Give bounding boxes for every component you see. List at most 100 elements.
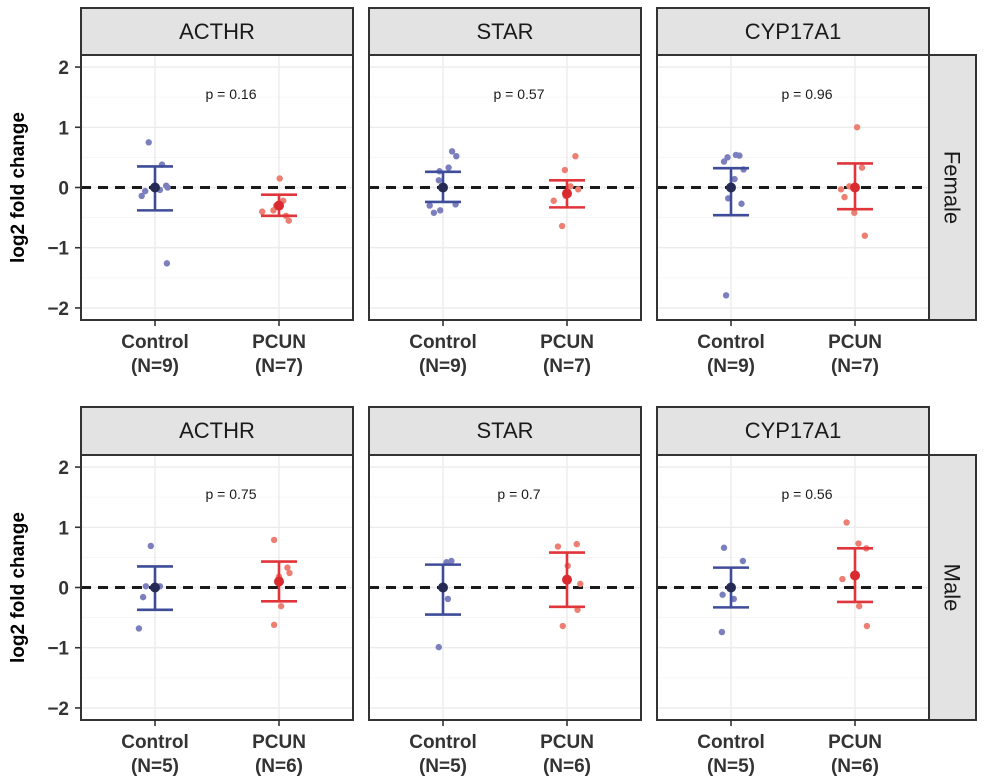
- panel-strip: [80, 406, 354, 456]
- control-data-point: [453, 152, 460, 160]
- row-strip-label: Female: [940, 151, 965, 224]
- pcun-data-point: [837, 186, 845, 193]
- panel-strip-label: STAR: [476, 19, 533, 44]
- control-data-point: [719, 591, 726, 598]
- pcun-data-point: [270, 621, 278, 629]
- panel-strip: [656, 406, 930, 456]
- x-tick-label-group: Control: [121, 732, 189, 753]
- y-tick-label: 2: [58, 58, 69, 79]
- pcun-data-point: [851, 209, 858, 216]
- pcun-data-point: [567, 183, 574, 190]
- control-data-point: [142, 187, 149, 195]
- pcun-data-point: [863, 622, 871, 630]
- control-data-point: [164, 184, 171, 191]
- p-value-label: p = 0.16: [206, 86, 257, 102]
- pcun-data-point: [276, 175, 283, 182]
- x-tick-label-count: (N=9): [131, 356, 179, 377]
- x-tick-label-count: (N=5): [707, 756, 755, 776]
- pcun-data-point: [577, 580, 584, 588]
- control-data-point: [718, 628, 726, 636]
- x-tick-label-count: (N=7): [831, 356, 879, 377]
- control-data-point: [739, 557, 747, 565]
- y-tick-label: 0: [58, 179, 69, 200]
- pcun-data-point: [572, 152, 579, 160]
- panel-female-cyp17a1: CYP17A1 p = 0.96 Control (N=9) PCUN (N=7): [656, 7, 930, 377]
- x-tick-label-group: Control: [409, 732, 477, 753]
- panel-male-star: STAR p = 0.7 Control (N=5) PCUN (N=6): [368, 406, 642, 777]
- panel-male-cyp17a1: CYP17A1 p = 0.56 Control (N=5) PCUN (N=6): [656, 406, 930, 777]
- x-tick-label-group: Control: [697, 732, 765, 753]
- pcun-data-point: [855, 540, 862, 547]
- control-mean-point: [150, 182, 160, 193]
- y-tick-label: 1: [58, 518, 69, 539]
- control-data-point: [732, 151, 740, 159]
- control-data-point: [142, 583, 150, 590]
- control-data-point: [448, 148, 456, 155]
- x-tick-label-count: (N=5): [131, 756, 179, 776]
- control-data-point: [720, 544, 728, 551]
- x-tick-label-count: (N=9): [419, 356, 467, 377]
- x-tick-label-group: Control: [409, 332, 477, 353]
- control-data-point: [426, 202, 433, 209]
- pcun-data-point: [573, 540, 580, 548]
- control-data-point: [720, 158, 728, 165]
- control-data-point: [435, 643, 442, 651]
- pcun-data-point: [277, 602, 285, 610]
- row-strip: [928, 54, 977, 321]
- control-data-point: [139, 593, 147, 601]
- panel-strip-label: CYP17A1: [745, 19, 842, 44]
- p-value-label: p = 0.56: [782, 486, 833, 502]
- control-mean-point: [438, 182, 448, 193]
- x-tick-label-group: PCUN: [252, 332, 306, 353]
- control-data-point: [448, 557, 455, 565]
- control-data-point: [731, 175, 738, 183]
- control-data-point: [437, 207, 444, 214]
- pcun-mean-point: [850, 182, 860, 193]
- pcun-mean-point: [274, 576, 284, 587]
- pcun-mean-point: [274, 200, 284, 211]
- pcun-data-point: [561, 166, 569, 174]
- pcun-data-point: [284, 564, 291, 571]
- p-value-label: p = 0.57: [494, 86, 545, 102]
- y-tick-label: −2: [47, 299, 69, 320]
- pcun-data-point: [554, 543, 562, 550]
- y-tick-label: 1: [58, 118, 69, 139]
- control-data-point: [722, 292, 730, 299]
- pcun-data-point: [559, 622, 566, 630]
- x-tick-label-count: (N=6): [255, 756, 303, 776]
- pcun-mean-point: [850, 570, 860, 581]
- pcun-data-point: [853, 124, 861, 131]
- x-tick-label-group: PCUN: [540, 732, 594, 753]
- x-tick-label-count: (N=6): [543, 756, 591, 776]
- control-data-point: [163, 260, 171, 267]
- y-tick-label: 2: [58, 458, 69, 479]
- panel-border: [368, 454, 642, 721]
- x-tick-label-group: PCUN: [540, 332, 594, 353]
- y-tick-label: −2: [47, 699, 69, 720]
- pcun-data-point: [574, 606, 581, 613]
- y-tick-label: −1: [47, 239, 69, 260]
- panel-male-acthr: ACTHR p = 0.75 Control (N=5) PCUN (N=6): [80, 406, 354, 777]
- p-value-label: p = 0.75: [206, 486, 257, 502]
- y-axis-title: log2 fold change: [8, 112, 29, 263]
- pcun-data-point: [270, 207, 277, 214]
- panel-strip-label: STAR: [476, 418, 533, 443]
- p-value-label: p = 0.7: [497, 486, 540, 502]
- x-tick-label-group: Control: [121, 332, 189, 353]
- control-data-point: [147, 542, 154, 550]
- pcun-data-point: [575, 186, 582, 193]
- control-data-point: [138, 192, 145, 200]
- pcun-mean-point: [562, 188, 572, 199]
- control-mean-point: [726, 582, 736, 593]
- pcun-data-point: [285, 217, 292, 224]
- pcun-data-point: [856, 602, 863, 610]
- control-data-point: [445, 164, 452, 171]
- y-axis-title: log2 fold change: [8, 512, 29, 663]
- control-data-point: [430, 209, 438, 216]
- x-tick-label-count: (N=5): [419, 756, 467, 776]
- x-tick-label-count: (N=9): [707, 356, 755, 377]
- x-tick-label-count: (N=7): [255, 356, 303, 377]
- pcun-mean-point: [562, 574, 572, 585]
- control-data-point: [738, 200, 745, 207]
